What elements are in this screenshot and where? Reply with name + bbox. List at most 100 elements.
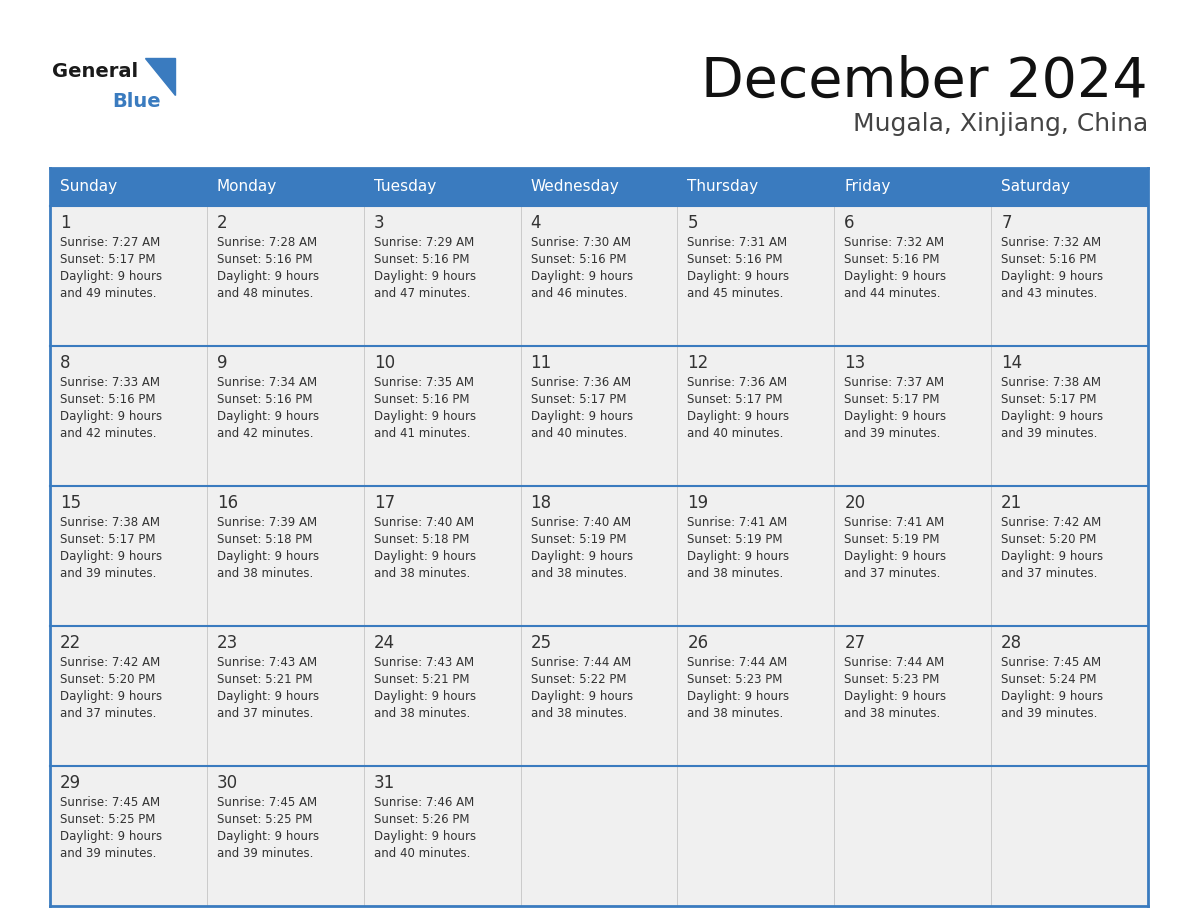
Text: Sunset: 5:17 PM: Sunset: 5:17 PM — [531, 393, 626, 406]
Text: Sunset: 5:16 PM: Sunset: 5:16 PM — [688, 253, 783, 266]
Text: 5: 5 — [688, 214, 697, 232]
Bar — [50, 766, 207, 906]
Text: Daylight: 9 hours: Daylight: 9 hours — [1001, 550, 1104, 563]
Text: Daylight: 9 hours: Daylight: 9 hours — [845, 410, 947, 423]
Text: Sunset: 5:22 PM: Sunset: 5:22 PM — [531, 673, 626, 686]
Text: and 39 minutes.: and 39 minutes. — [845, 427, 941, 440]
Text: Sunset: 5:18 PM: Sunset: 5:18 PM — [374, 533, 469, 546]
Bar — [50, 206, 207, 346]
Bar — [50, 626, 207, 766]
Text: Sunrise: 7:38 AM: Sunrise: 7:38 AM — [1001, 376, 1101, 389]
Text: and 38 minutes.: and 38 minutes. — [374, 567, 470, 580]
Text: Daylight: 9 hours: Daylight: 9 hours — [531, 550, 633, 563]
Text: 31: 31 — [374, 774, 394, 792]
Text: and 46 minutes.: and 46 minutes. — [531, 287, 627, 300]
Text: 24: 24 — [374, 634, 394, 652]
Text: Sunrise: 7:32 AM: Sunrise: 7:32 AM — [1001, 236, 1101, 249]
Text: Sunrise: 7:36 AM: Sunrise: 7:36 AM — [688, 376, 788, 389]
Text: Sunrise: 7:37 AM: Sunrise: 7:37 AM — [845, 376, 944, 389]
Text: Sunset: 5:21 PM: Sunset: 5:21 PM — [217, 673, 312, 686]
Bar — [677, 206, 834, 346]
Text: Daylight: 9 hours: Daylight: 9 hours — [374, 270, 476, 283]
Text: and 40 minutes.: and 40 minutes. — [531, 427, 627, 440]
Bar — [520, 486, 677, 626]
Text: 12: 12 — [688, 354, 709, 372]
Text: 30: 30 — [217, 774, 238, 792]
Text: and 39 minutes.: and 39 minutes. — [217, 847, 314, 860]
Text: and 38 minutes.: and 38 minutes. — [531, 567, 627, 580]
Text: 18: 18 — [531, 494, 551, 512]
Bar — [991, 626, 1148, 766]
Text: Sunset: 5:20 PM: Sunset: 5:20 PM — [1001, 533, 1097, 546]
Bar — [520, 168, 677, 206]
Text: 13: 13 — [845, 354, 866, 372]
Text: and 44 minutes.: and 44 minutes. — [845, 287, 941, 300]
Text: and 39 minutes.: and 39 minutes. — [61, 847, 157, 860]
Bar — [50, 346, 207, 486]
Text: 21: 21 — [1001, 494, 1023, 512]
Bar — [364, 766, 520, 906]
Bar — [677, 766, 834, 906]
Text: and 39 minutes.: and 39 minutes. — [1001, 707, 1098, 720]
Text: 14: 14 — [1001, 354, 1022, 372]
Text: Sunset: 5:25 PM: Sunset: 5:25 PM — [61, 813, 156, 826]
Bar — [207, 206, 364, 346]
Text: Sunset: 5:25 PM: Sunset: 5:25 PM — [217, 813, 312, 826]
Text: Sunset: 5:24 PM: Sunset: 5:24 PM — [1001, 673, 1097, 686]
Text: Daylight: 9 hours: Daylight: 9 hours — [61, 270, 162, 283]
Text: 28: 28 — [1001, 634, 1022, 652]
Text: and 38 minutes.: and 38 minutes. — [688, 567, 784, 580]
Text: Sunset: 5:19 PM: Sunset: 5:19 PM — [845, 533, 940, 546]
Bar — [991, 766, 1148, 906]
Text: 6: 6 — [845, 214, 855, 232]
Text: December 2024: December 2024 — [701, 55, 1148, 109]
Text: Thursday: Thursday — [688, 180, 759, 195]
Bar — [364, 206, 520, 346]
Text: 3: 3 — [374, 214, 385, 232]
Polygon shape — [145, 58, 175, 95]
Text: Daylight: 9 hours: Daylight: 9 hours — [374, 830, 476, 843]
Bar — [207, 486, 364, 626]
Text: Sunrise: 7:45 AM: Sunrise: 7:45 AM — [1001, 656, 1101, 669]
Text: Sunset: 5:16 PM: Sunset: 5:16 PM — [374, 253, 469, 266]
Text: Sunset: 5:21 PM: Sunset: 5:21 PM — [374, 673, 469, 686]
Text: Tuesday: Tuesday — [374, 180, 436, 195]
Text: 26: 26 — [688, 634, 708, 652]
Bar — [991, 346, 1148, 486]
Text: Daylight: 9 hours: Daylight: 9 hours — [217, 830, 320, 843]
Text: 4: 4 — [531, 214, 541, 232]
Bar — [677, 346, 834, 486]
Text: and 48 minutes.: and 48 minutes. — [217, 287, 314, 300]
Bar — [207, 346, 364, 486]
Text: and 39 minutes.: and 39 minutes. — [61, 567, 157, 580]
Text: Sunrise: 7:46 AM: Sunrise: 7:46 AM — [374, 796, 474, 809]
Text: Sunrise: 7:35 AM: Sunrise: 7:35 AM — [374, 376, 474, 389]
Bar — [364, 626, 520, 766]
Text: Saturday: Saturday — [1001, 180, 1070, 195]
Text: Sunset: 5:18 PM: Sunset: 5:18 PM — [217, 533, 312, 546]
Text: Daylight: 9 hours: Daylight: 9 hours — [374, 550, 476, 563]
Bar — [50, 168, 207, 206]
Text: Daylight: 9 hours: Daylight: 9 hours — [845, 270, 947, 283]
Text: Sunrise: 7:41 AM: Sunrise: 7:41 AM — [688, 516, 788, 529]
Text: Friday: Friday — [845, 180, 891, 195]
Text: Sunset: 5:26 PM: Sunset: 5:26 PM — [374, 813, 469, 826]
Text: Sunset: 5:23 PM: Sunset: 5:23 PM — [688, 673, 783, 686]
Text: and 38 minutes.: and 38 minutes. — [688, 707, 784, 720]
Text: Daylight: 9 hours: Daylight: 9 hours — [217, 550, 320, 563]
Bar — [520, 626, 677, 766]
Text: and 43 minutes.: and 43 minutes. — [1001, 287, 1098, 300]
Text: Daylight: 9 hours: Daylight: 9 hours — [688, 690, 790, 703]
Bar — [207, 766, 364, 906]
Bar — [991, 206, 1148, 346]
Text: 11: 11 — [531, 354, 551, 372]
Text: and 49 minutes.: and 49 minutes. — [61, 287, 157, 300]
Text: Monday: Monday — [217, 180, 277, 195]
Text: 1: 1 — [61, 214, 70, 232]
Text: Sunrise: 7:40 AM: Sunrise: 7:40 AM — [374, 516, 474, 529]
Text: 22: 22 — [61, 634, 81, 652]
Text: Sunrise: 7:41 AM: Sunrise: 7:41 AM — [845, 516, 944, 529]
Text: Sunset: 5:23 PM: Sunset: 5:23 PM — [845, 673, 940, 686]
Text: Daylight: 9 hours: Daylight: 9 hours — [374, 690, 476, 703]
Text: Sunrise: 7:42 AM: Sunrise: 7:42 AM — [61, 656, 160, 669]
